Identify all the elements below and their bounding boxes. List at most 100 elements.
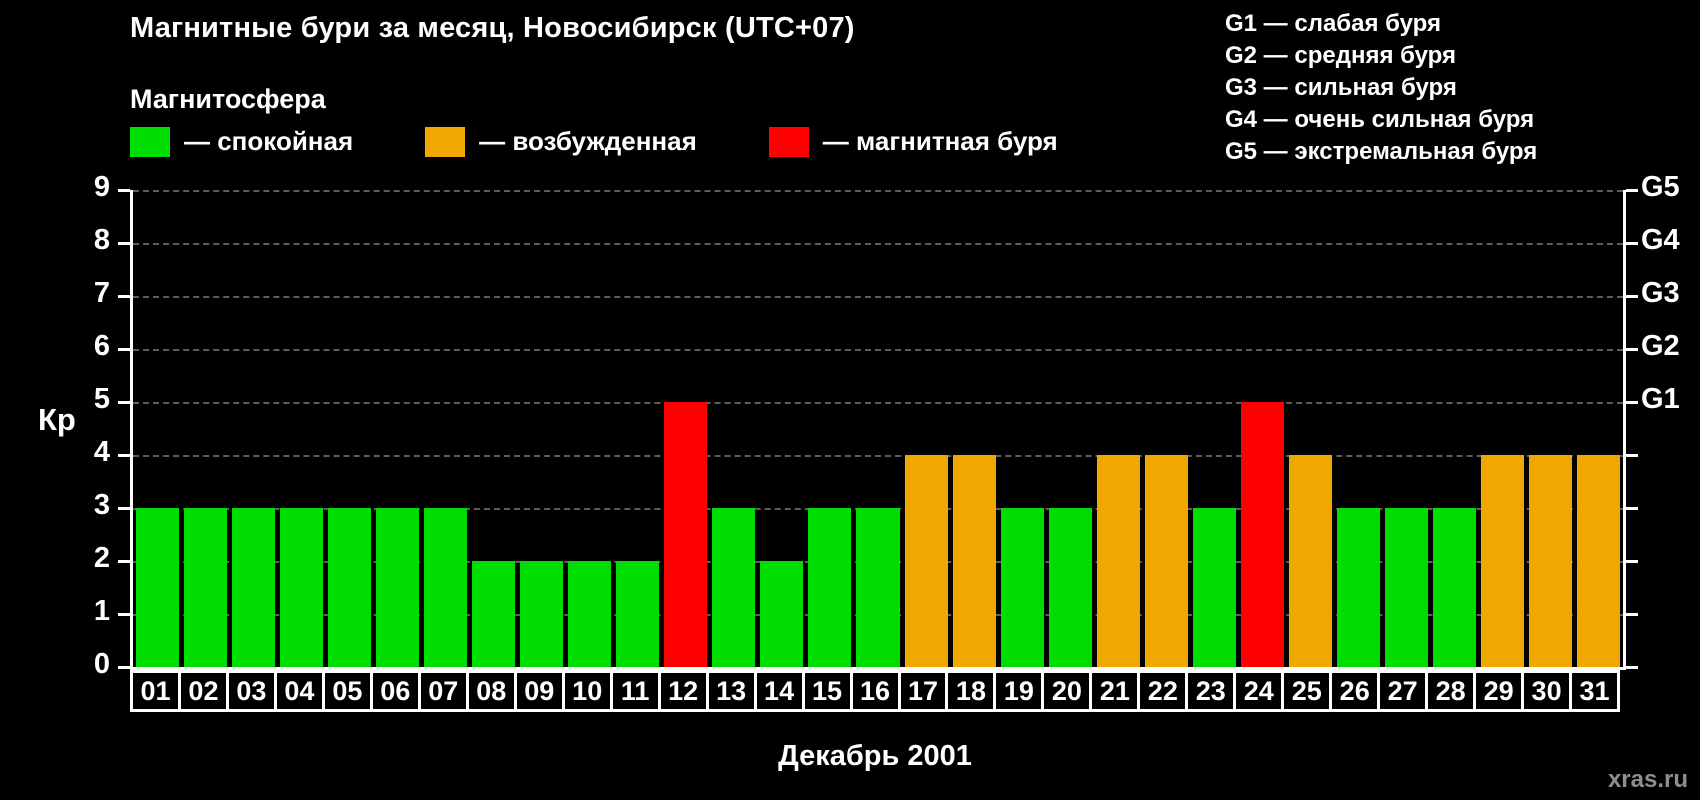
day-label-03: 03 bbox=[225, 670, 274, 712]
legend-item-label: — возбужденная bbox=[479, 126, 697, 156]
bar-day-03 bbox=[231, 508, 275, 667]
right-tick bbox=[1626, 453, 1638, 457]
bar-day-21 bbox=[1096, 455, 1140, 667]
x-axis-title: Декабрь 2001 bbox=[778, 740, 972, 772]
day-label-02: 02 bbox=[177, 670, 226, 712]
gridline-kp-9 bbox=[133, 190, 1623, 192]
day-label-10: 10 bbox=[561, 670, 610, 712]
left-tick bbox=[118, 347, 130, 351]
day-label-16: 16 bbox=[849, 670, 898, 712]
y-axis-label: 7 bbox=[93, 277, 110, 309]
bar-day-22 bbox=[1144, 455, 1188, 667]
day-label-07: 07 bbox=[417, 670, 466, 712]
day-label-01: 01 bbox=[130, 670, 178, 712]
y-axis-label: 8 bbox=[93, 224, 110, 256]
g-scale-label-G2: G2 bbox=[1641, 330, 1680, 362]
left-tick bbox=[118, 188, 130, 192]
g-legend-line-G4: G4 — очень сильная буря bbox=[1225, 106, 1535, 133]
g-legend: G1 — слабая буря G2 — средняя буря G3 — си… bbox=[1225, 8, 1537, 168]
bar-day-19 bbox=[1000, 508, 1044, 667]
day-label-25: 25 bbox=[1281, 670, 1330, 712]
bar-day-12 bbox=[664, 402, 708, 667]
g-legend-line-G2: G2 — средняя буря bbox=[1225, 42, 1456, 69]
excited-color-swatch bbox=[425, 126, 466, 157]
legend: — спокойная — возбужденная — магнитная б… bbox=[130, 126, 1130, 157]
day-label-14: 14 bbox=[753, 670, 802, 712]
day-label-22: 22 bbox=[1137, 670, 1186, 712]
day-label-05: 05 bbox=[321, 670, 370, 712]
bar-day-06 bbox=[375, 508, 419, 667]
y-axis-label: 0 bbox=[93, 648, 110, 680]
bar-day-07 bbox=[423, 508, 467, 667]
right-tick bbox=[1626, 506, 1638, 510]
day-label-26: 26 bbox=[1329, 670, 1378, 712]
gridline-kp-6 bbox=[133, 349, 1623, 351]
y-axis-label: 1 bbox=[93, 595, 110, 627]
day-label-31: 31 bbox=[1569, 670, 1618, 712]
legend-item-label: — спокойная bbox=[184, 126, 354, 156]
plot-area: 0 1 2 3 4 5 6 7 8 9 G1 G2 G3 G4 G5 bbox=[94, 171, 1680, 680]
bar-day-23 bbox=[1192, 508, 1236, 667]
bar-day-18 bbox=[952, 455, 996, 667]
bar-day-01 bbox=[135, 508, 179, 667]
right-tick bbox=[1626, 559, 1638, 563]
day-label-28: 28 bbox=[1425, 670, 1474, 712]
bar-day-24 bbox=[1240, 402, 1285, 667]
day-label-20: 20 bbox=[1041, 670, 1090, 712]
left-tick bbox=[118, 294, 130, 298]
day-label-09: 09 bbox=[513, 670, 562, 712]
day-label-12: 12 bbox=[657, 670, 706, 712]
right-tick bbox=[1626, 188, 1638, 192]
bar-day-04 bbox=[279, 508, 323, 667]
legend-item-quiet: — спокойная bbox=[130, 126, 353, 157]
g-legend-line-G1: G1 — слабая буря bbox=[1225, 10, 1442, 37]
day-label-19: 19 bbox=[993, 670, 1042, 712]
bar-day-14 bbox=[760, 561, 804, 667]
g-scale-label-G1: G1 bbox=[1641, 383, 1680, 415]
bar-day-28 bbox=[1433, 508, 1477, 667]
left-tick bbox=[118, 506, 130, 510]
bar-day-26 bbox=[1337, 508, 1381, 667]
y-axis-label: 5 bbox=[93, 383, 110, 415]
legend-title: Магнитосфера bbox=[130, 84, 326, 114]
bar-day-29 bbox=[1481, 455, 1525, 667]
bar-day-02 bbox=[183, 508, 227, 667]
watermark: xras.ru bbox=[1607, 766, 1688, 793]
legend-item-excited: — возбужденная bbox=[425, 126, 697, 157]
day-axis: 01 02 03 04 05 06 07 08 09 10 11 12 13 14 15 16 17 18 19 20… bbox=[130, 670, 1620, 712]
quiet-color-swatch bbox=[130, 126, 170, 157]
bar-day-08 bbox=[471, 561, 515, 667]
right-tick bbox=[1626, 294, 1638, 298]
chart-title: Магнитные бури за месяц, Новосибирск (UT… bbox=[130, 12, 855, 44]
day-label-24: 24 bbox=[1233, 670, 1282, 712]
g-legend-line-G3: G3 — сильная буря bbox=[1225, 74, 1457, 101]
g-scale-label-G5: G5 bbox=[1641, 171, 1680, 203]
left-tick bbox=[118, 612, 130, 616]
bar-day-11 bbox=[616, 561, 660, 667]
day-label-27: 27 bbox=[1377, 670, 1426, 712]
day-label-13: 13 bbox=[705, 670, 754, 712]
left-tick bbox=[118, 559, 130, 563]
bar-day-10 bbox=[568, 561, 612, 667]
right-tick bbox=[1626, 347, 1638, 351]
day-label-06: 06 bbox=[369, 670, 418, 712]
gridline-kp-4 bbox=[133, 455, 1623, 457]
bar-day-20 bbox=[1048, 508, 1092, 667]
y-axis-label: 9 bbox=[93, 171, 110, 203]
bar-day-17 bbox=[904, 455, 948, 667]
bar-day-13 bbox=[712, 508, 756, 667]
legend-item-storm: — магнитная буря bbox=[768, 126, 1058, 157]
y-axis-label: 4 bbox=[93, 436, 110, 468]
day-label-08: 08 bbox=[465, 670, 514, 712]
legend-item-label: — магнитная буря bbox=[822, 126, 1058, 156]
day-label-18: 18 bbox=[945, 670, 994, 712]
y-axis-label: 3 bbox=[93, 489, 110, 521]
day-label-30: 30 bbox=[1521, 670, 1570, 712]
bar-day-05 bbox=[327, 508, 371, 667]
bar-day-15 bbox=[808, 508, 852, 667]
g-legend-line-G5: G5 — экстремальная буря bbox=[1225, 138, 1538, 165]
left-tick bbox=[118, 400, 130, 404]
day-label-23: 23 bbox=[1185, 670, 1234, 712]
right-tick bbox=[1626, 400, 1638, 404]
